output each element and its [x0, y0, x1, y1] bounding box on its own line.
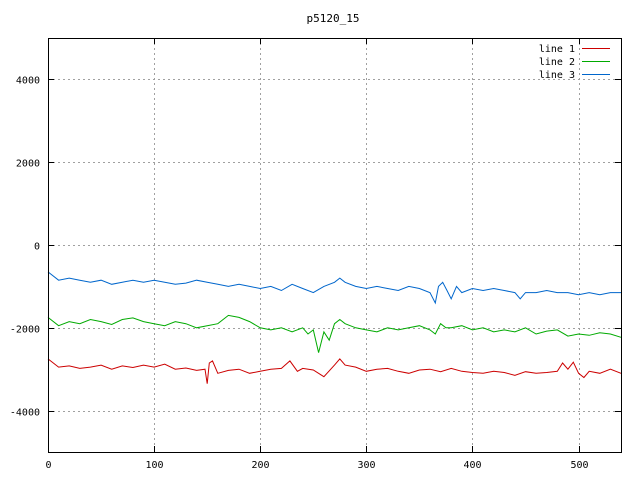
x-tick-label: 400	[463, 460, 481, 471]
axis-ticks: 0 100 200 300 400 500 -4000 -2000 0 2000 4000	[10, 38, 621, 471]
grid	[48, 38, 621, 452]
x-tick-label: 300	[357, 460, 375, 471]
y-tick-label: 0	[34, 242, 40, 253]
y-tick-label: 2000	[16, 159, 40, 170]
series-line-1	[47, 358, 622, 384]
legend-label-2: line 2	[539, 57, 575, 68]
y-tick-label: -2000	[10, 325, 40, 336]
y-tick-label: 4000	[16, 76, 40, 87]
legend-label-1: line 1	[539, 44, 575, 55]
y-tick-label: -4000	[10, 408, 40, 419]
legend: line 1 line 2 line 3	[539, 44, 610, 81]
x-tick-label: 200	[251, 460, 269, 471]
x-tick-label: 100	[145, 460, 163, 471]
chart-title: p5120_15	[307, 12, 360, 25]
legend-label-3: line 3	[539, 70, 575, 81]
series-line-3	[47, 271, 621, 305]
x-tick-label: 500	[570, 460, 588, 471]
plot-frame	[48, 38, 622, 453]
x-tick-label: 0	[45, 460, 51, 471]
series-line-2	[47, 314, 622, 353]
series-group	[47, 271, 622, 384]
